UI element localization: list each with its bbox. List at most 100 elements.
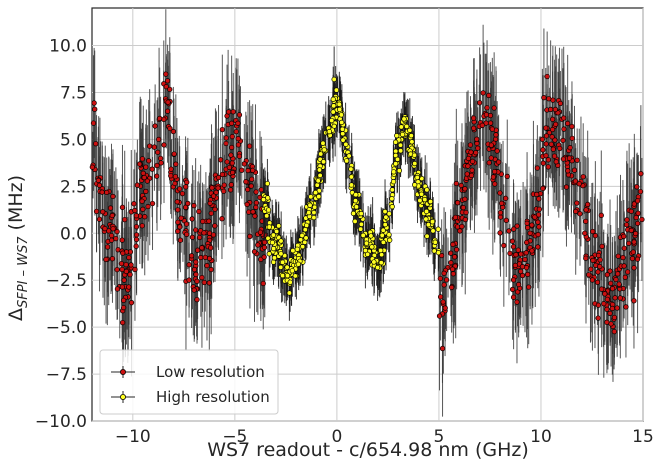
data-point bbox=[96, 216, 103, 222]
data-point bbox=[206, 255, 213, 262]
data-point bbox=[378, 259, 384, 266]
data-point bbox=[611, 314, 618, 321]
data-point bbox=[236, 153, 243, 159]
data-point bbox=[278, 264, 284, 270]
data-point bbox=[213, 189, 219, 196]
data-point bbox=[264, 180, 271, 187]
data-point bbox=[379, 232, 385, 238]
data-point bbox=[191, 266, 198, 273]
data-point bbox=[225, 109, 232, 115]
data-point bbox=[253, 189, 259, 195]
data-point bbox=[448, 250, 454, 256]
data-point bbox=[630, 249, 636, 255]
data-point bbox=[483, 112, 490, 118]
data-point bbox=[535, 231, 541, 238]
data-point bbox=[475, 145, 481, 151]
data-point bbox=[208, 245, 214, 251]
data-point bbox=[358, 221, 365, 227]
data-point bbox=[629, 255, 636, 262]
data-point bbox=[200, 218, 206, 225]
data-point bbox=[408, 132, 414, 139]
data-point bbox=[119, 204, 126, 210]
data-point bbox=[123, 268, 130, 275]
data-point bbox=[392, 139, 399, 145]
x-tick-label: 5 bbox=[434, 427, 445, 447]
data-point bbox=[233, 128, 239, 135]
data-point bbox=[382, 208, 388, 215]
series-layer bbox=[89, 9, 645, 417]
data-point bbox=[271, 255, 278, 261]
data-point bbox=[164, 108, 171, 114]
data-point bbox=[565, 120, 571, 127]
data-point bbox=[631, 265, 637, 271]
data-point bbox=[479, 122, 485, 128]
data-point bbox=[424, 233, 430, 239]
x-tick-label: −5 bbox=[222, 427, 247, 447]
data-point bbox=[535, 212, 542, 218]
y-tick-label: −2.5 bbox=[46, 271, 87, 291]
data-point bbox=[179, 190, 186, 197]
data-point bbox=[223, 135, 229, 141]
x-tick-label: 0 bbox=[331, 427, 342, 447]
data-point bbox=[621, 263, 627, 269]
data-point bbox=[608, 280, 614, 287]
data-point bbox=[394, 133, 400, 139]
data-point bbox=[155, 149, 161, 155]
data-point bbox=[607, 268, 613, 274]
data-point bbox=[574, 200, 580, 206]
data-point bbox=[397, 142, 404, 148]
legend: Low resolution High resolution bbox=[99, 349, 279, 415]
data-point bbox=[557, 100, 564, 107]
data-point bbox=[229, 133, 235, 140]
data-point bbox=[246, 143, 253, 149]
data-point bbox=[497, 190, 503, 196]
data-point bbox=[144, 178, 150, 184]
data-point bbox=[623, 222, 630, 228]
data-point bbox=[539, 136, 546, 142]
data-point bbox=[465, 163, 471, 169]
data-point bbox=[326, 128, 333, 135]
data-point bbox=[114, 286, 121, 292]
data-point bbox=[340, 137, 346, 143]
data-point bbox=[132, 266, 138, 273]
data-point bbox=[418, 191, 425, 197]
legend-label: Low resolution bbox=[156, 363, 265, 381]
data-point bbox=[527, 230, 533, 236]
data-point bbox=[535, 244, 541, 250]
data-point bbox=[639, 216, 645, 223]
data-point bbox=[515, 247, 521, 253]
data-point bbox=[534, 191, 540, 198]
data-point bbox=[439, 252, 445, 259]
data-point bbox=[417, 197, 423, 204]
data-point bbox=[621, 245, 627, 251]
data-point bbox=[336, 101, 342, 107]
data-point bbox=[107, 205, 114, 211]
data-point bbox=[189, 216, 195, 222]
data-point bbox=[589, 277, 596, 283]
data-point bbox=[173, 161, 179, 167]
data-point bbox=[196, 234, 203, 241]
data-point bbox=[432, 239, 438, 245]
data-point bbox=[393, 148, 399, 154]
data-point bbox=[276, 223, 282, 229]
x-tick-label: −10 bbox=[115, 427, 151, 447]
data-point bbox=[314, 182, 320, 188]
data-point bbox=[529, 222, 535, 228]
data-point bbox=[338, 112, 345, 118]
data-point bbox=[209, 185, 215, 191]
data-point bbox=[320, 140, 326, 146]
data-point bbox=[110, 226, 116, 232]
data-point bbox=[239, 167, 245, 173]
data-point bbox=[196, 208, 202, 215]
data-point bbox=[154, 162, 160, 169]
legend-marker bbox=[120, 368, 127, 375]
data-point bbox=[607, 310, 613, 317]
data-point bbox=[427, 198, 434, 205]
data-point bbox=[303, 222, 310, 228]
data-point bbox=[611, 328, 617, 335]
data-point bbox=[563, 184, 570, 190]
data-point bbox=[157, 115, 163, 122]
data-point bbox=[612, 295, 618, 301]
data-point bbox=[567, 145, 573, 151]
data-point bbox=[574, 157, 580, 163]
